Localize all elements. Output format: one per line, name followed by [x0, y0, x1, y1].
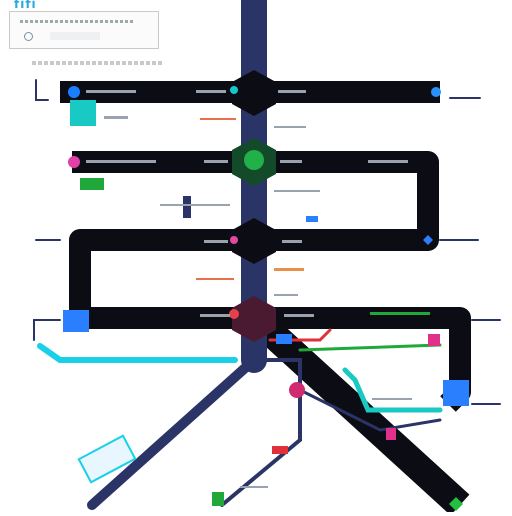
label-tick: [274, 126, 306, 128]
node-mid-left[interactable]: [68, 156, 80, 168]
label-tick: [204, 240, 228, 243]
label-tick: [196, 90, 226, 93]
search-icon[interactable]: [24, 32, 33, 41]
green-line: [298, 343, 442, 352]
label-ticks-group: [86, 90, 440, 488]
node-top-right[interactable]: [431, 87, 441, 97]
track-loop-2: [69, 151, 471, 412]
teal-line: [342, 367, 443, 413]
label-tick: [428, 334, 440, 346]
stations-layer: [68, 86, 463, 511]
label-tick: [200, 118, 236, 120]
label-tick: [86, 160, 156, 163]
navy-marker-mid: [183, 196, 191, 218]
node-top-center[interactable]: [230, 86, 238, 94]
node-right-box[interactable]: [423, 235, 433, 245]
node-lower-pink[interactable]: [289, 382, 305, 398]
interchange-group: [232, 70, 276, 342]
green-block: [80, 178, 104, 190]
pink-marker-lower: [386, 428, 396, 440]
branch-right-thin: [298, 388, 442, 432]
app-title: fifi: [14, 0, 37, 11]
label-tick: [278, 90, 306, 93]
search-panel: [9, 11, 159, 49]
label-tick: [204, 160, 228, 163]
label-tick: [246, 124, 264, 127]
label-tick: [200, 314, 230, 317]
interchange-lower: [232, 218, 276, 264]
label-tick: [282, 240, 302, 243]
navy-left-tick-3: [33, 319, 61, 341]
cyan-card-left: [77, 434, 137, 484]
node-center-pink[interactable]: [230, 236, 238, 244]
track-diagonal-right: [245, 307, 470, 516]
node-center-red[interactable]: [229, 309, 239, 319]
label-tick: [196, 278, 234, 280]
node-top-left[interactable]: [68, 86, 80, 98]
interchange-top: [232, 70, 276, 116]
label-tick: [240, 486, 268, 488]
green-marker-bottom: [212, 492, 224, 506]
branch-left-diagonal: [87, 355, 259, 510]
label-tick: [280, 160, 302, 163]
label-tick: [274, 190, 320, 192]
label-tick: [368, 160, 408, 163]
label-tick: [306, 216, 318, 222]
label-tick: [160, 204, 230, 206]
caption-line: [32, 61, 164, 65]
label-tick: [274, 294, 298, 296]
navy-left-tick-1: [35, 79, 49, 101]
label-tick: [284, 314, 314, 317]
label-tick: [370, 312, 430, 315]
node-mid-center[interactable]: [244, 150, 264, 170]
label-tick: [274, 268, 304, 271]
interchange-bottom: [232, 296, 276, 342]
red-marker-branch: [272, 446, 288, 454]
teal-block: [70, 100, 96, 126]
label-tick: [86, 90, 136, 93]
cyan-line: [37, 343, 238, 363]
label-tick: [104, 116, 128, 119]
block-group: [63, 100, 469, 506]
label-tick: [276, 334, 292, 344]
search-input[interactable]: [50, 32, 100, 40]
blue-block-right: [443, 380, 469, 406]
search-panel-heading-line: [20, 20, 134, 23]
blue-block-left: [63, 310, 89, 332]
label-tick: [372, 398, 412, 400]
branch-mid-diagonal: [220, 358, 302, 507]
node-bottom-green[interactable]: [449, 497, 463, 511]
